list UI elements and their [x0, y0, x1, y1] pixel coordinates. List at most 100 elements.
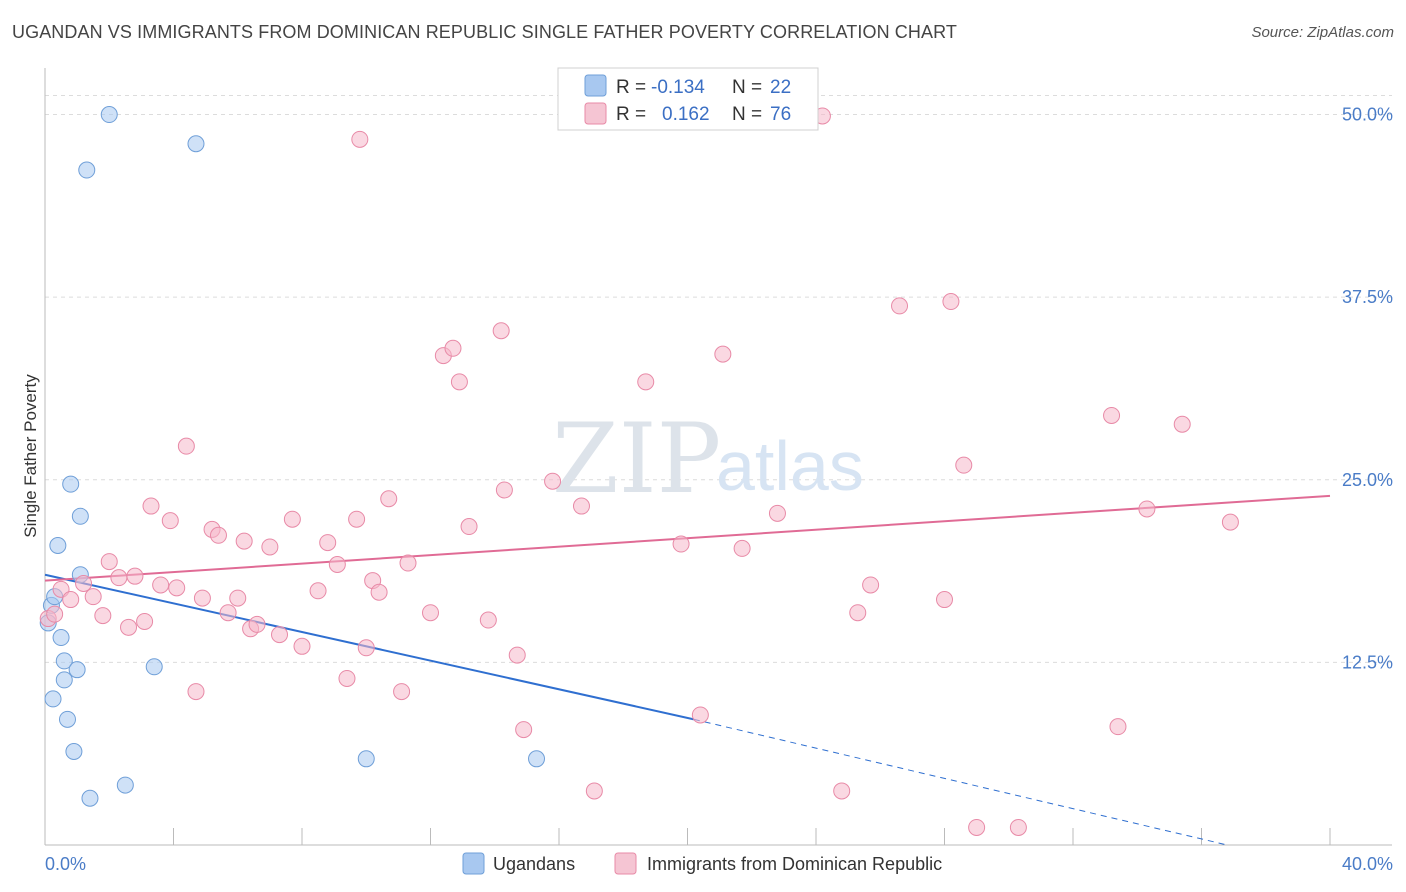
- point-s0-13: [81, 789, 99, 807]
- point-s1-54: [637, 373, 655, 391]
- point-s1-20: [209, 526, 227, 544]
- point-s1-40: [399, 554, 417, 572]
- point-s0-17: [187, 135, 205, 153]
- point-s1-21: [219, 604, 237, 622]
- point-s1-1: [46, 605, 64, 623]
- point-s0-4: [55, 652, 73, 670]
- point-s1-37: [370, 583, 388, 601]
- point-s1-28: [283, 510, 301, 528]
- point-s0-19: [528, 750, 546, 768]
- point-s1-18: [193, 589, 211, 607]
- legend-swatch-ugandans: [584, 74, 607, 97]
- point-s1-13: [152, 576, 170, 594]
- point-s1-64: [891, 297, 909, 315]
- point-s1-69: [1009, 818, 1027, 836]
- watermark: ZIP atlas: [552, 403, 864, 515]
- point-s0-8: [65, 742, 83, 760]
- point-s1-55: [672, 535, 690, 553]
- point-s1-50: [515, 721, 533, 739]
- point-s1-14: [161, 512, 179, 530]
- point-s1-39: [393, 683, 411, 701]
- point-s1-32: [328, 555, 346, 573]
- point-s1-71: [1109, 718, 1127, 736]
- point-s1-25: [248, 615, 266, 633]
- x-tick-label-1: 40.0%: [1342, 854, 1393, 874]
- point-s1-49: [508, 646, 526, 664]
- point-s1-43: [444, 339, 462, 357]
- point-s0-5: [55, 671, 73, 689]
- point-s1-41: [422, 604, 439, 622]
- point-s0-20: [44, 690, 62, 708]
- point-s1-67: [955, 456, 973, 474]
- point-s1-48: [495, 481, 513, 499]
- point-s1-7: [100, 553, 118, 571]
- point-s1-38: [380, 490, 398, 508]
- series-legend: Ugandans Immigrants from Dominican Repub…: [462, 852, 942, 875]
- y-tick-label-3: 50.0%: [1342, 105, 1393, 125]
- source-label: Source: ZipAtlas.com: [1251, 24, 1394, 41]
- point-s1-11: [136, 612, 154, 630]
- point-s0-9: [68, 661, 86, 679]
- grid-lines: [45, 95, 1392, 663]
- point-s1-58: [733, 539, 751, 557]
- legend-n-value-1: 22: [770, 77, 791, 98]
- point-s1-59: [768, 504, 786, 522]
- point-s1-5: [84, 588, 102, 606]
- point-s1-65: [936, 591, 953, 609]
- point-s0-12: [78, 161, 96, 179]
- legend-swatch-dominican: [584, 102, 607, 125]
- y-tick-label-0: 12.5%: [1342, 652, 1393, 672]
- bottom-legend-swatch-dominican: [614, 852, 637, 875]
- point-s0-2: [49, 537, 67, 555]
- y-axis-label: Single Father Poverty: [21, 374, 40, 538]
- point-s1-56: [691, 706, 709, 724]
- bottom-legend-swatch-ugandans: [462, 852, 485, 875]
- x-tick-label-0: 0.0%: [45, 854, 86, 874]
- point-s0-7: [62, 475, 80, 493]
- point-s1-4: [75, 574, 93, 592]
- point-s1-72: [1138, 500, 1156, 518]
- point-s1-73: [1173, 415, 1191, 433]
- point-s1-53: [585, 782, 603, 800]
- legend-n-label-2: N =: [732, 104, 762, 125]
- legend-r-label-1: R =: [616, 77, 646, 98]
- point-s1-62: [849, 604, 867, 622]
- y-tick-label-1: 25.0%: [1342, 470, 1393, 490]
- point-s1-70: [1103, 406, 1121, 424]
- point-s0-14: [100, 106, 118, 124]
- point-s1-66: [942, 293, 960, 311]
- trend-line-dashed-0: [693, 718, 1228, 846]
- point-s1-63: [862, 576, 880, 594]
- point-s1-51: [544, 472, 562, 490]
- point-s1-52: [572, 497, 590, 515]
- point-s0-6: [58, 710, 76, 728]
- point-s1-6: [94, 607, 112, 625]
- point-s1-15: [168, 579, 186, 597]
- point-s1-75: [351, 130, 369, 148]
- point-s1-33: [338, 669, 356, 687]
- point-s0-15: [116, 776, 134, 794]
- point-s1-34: [348, 510, 366, 528]
- point-s0-11: [71, 507, 89, 525]
- point-s1-10: [126, 567, 144, 585]
- point-s1-31: [319, 534, 337, 552]
- point-s1-22: [229, 589, 247, 607]
- point-s1-74: [1221, 513, 1239, 531]
- point-s1-46: [479, 611, 497, 629]
- point-s1-27: [271, 626, 289, 644]
- legend-r-value-1: -0.134: [651, 77, 705, 98]
- point-s0-16: [145, 658, 163, 676]
- tick-labels: 12.5% 25.0% 37.5% 50.0% 0.0% 40.0%: [45, 105, 1393, 874]
- point-s1-45: [460, 518, 478, 536]
- point-s1-12: [142, 497, 160, 515]
- point-s1-3: [62, 591, 80, 609]
- point-s1-47: [492, 322, 510, 340]
- axes: [44, 68, 1392, 846]
- chart-title: UGANDAN VS IMMIGRANTS FROM DOMINICAN REP…: [12, 22, 957, 42]
- point-s1-8: [110, 569, 128, 587]
- correlation-legend: R = -0.134 N = 22 R = 0.162 N = 76: [557, 67, 819, 131]
- point-s1-35: [357, 639, 375, 657]
- legend-n-value-2: 76: [770, 104, 791, 125]
- point-s0-18: [357, 750, 375, 768]
